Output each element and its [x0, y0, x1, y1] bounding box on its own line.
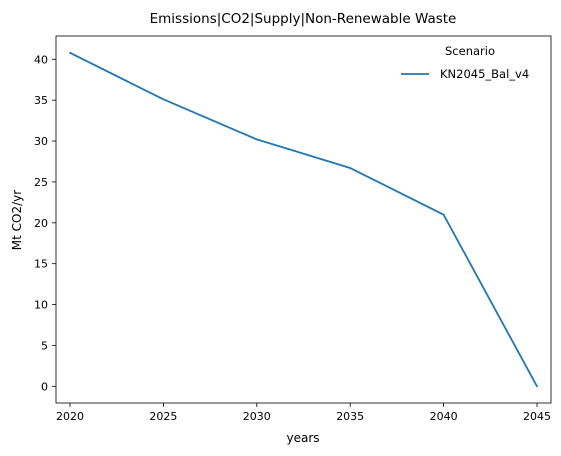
x-tick-label-2045: 2045 — [523, 410, 551, 423]
y-tick-label-0: 0 — [41, 380, 48, 393]
x-axis-label: years — [286, 431, 319, 445]
x-tick-label-2025: 2025 — [149, 410, 177, 423]
plot-frame — [55, 35, 552, 404]
y-tick-label-15: 15 — [34, 258, 48, 271]
plot-area — [55, 35, 552, 404]
x-tick-label-2040: 2040 — [430, 410, 458, 423]
y-tick-label-25: 25 — [34, 176, 48, 189]
legend-entry-kn2045-bal-v4: KN2045_Bal_v4 — [440, 67, 529, 81]
data-point-2020 — [69, 51, 71, 54]
y-tick-label-10: 10 — [34, 299, 48, 312]
data-point-2025 — [162, 98, 165, 101]
x-axis: 2020 2025 2030 2035 2040 2045 — [56, 403, 551, 423]
data-point-2030 — [255, 138, 258, 141]
y-tick-label-5: 5 — [41, 339, 48, 352]
y-axis-label: Mt CO2/yr — [10, 190, 24, 250]
data-point-2040 — [442, 213, 445, 216]
series-line-0 — [69, 51, 538, 387]
x-tick-label-2020: 2020 — [56, 410, 84, 423]
data-point-2045 — [536, 385, 538, 388]
y-axis: 0 5 10 15 20 25 30 35 40 — [34, 53, 56, 393]
y-tick-label-35: 35 — [34, 94, 48, 107]
y-tick-label-20: 20 — [34, 217, 48, 230]
x-tick-label-2035: 2035 — [336, 410, 364, 423]
data-point-2035 — [349, 167, 352, 169]
chart-title: Emissions|CO2|Supply|Non-Renewable Waste — [150, 11, 457, 27]
y-tick-label-40: 40 — [34, 53, 48, 66]
x-tick-label-2030: 2030 — [243, 410, 271, 423]
y-tick-label-30: 30 — [34, 135, 48, 148]
legend: Scenario KN2045_Bal_v4 — [401, 44, 529, 81]
legend-title: Scenario — [445, 44, 495, 58]
